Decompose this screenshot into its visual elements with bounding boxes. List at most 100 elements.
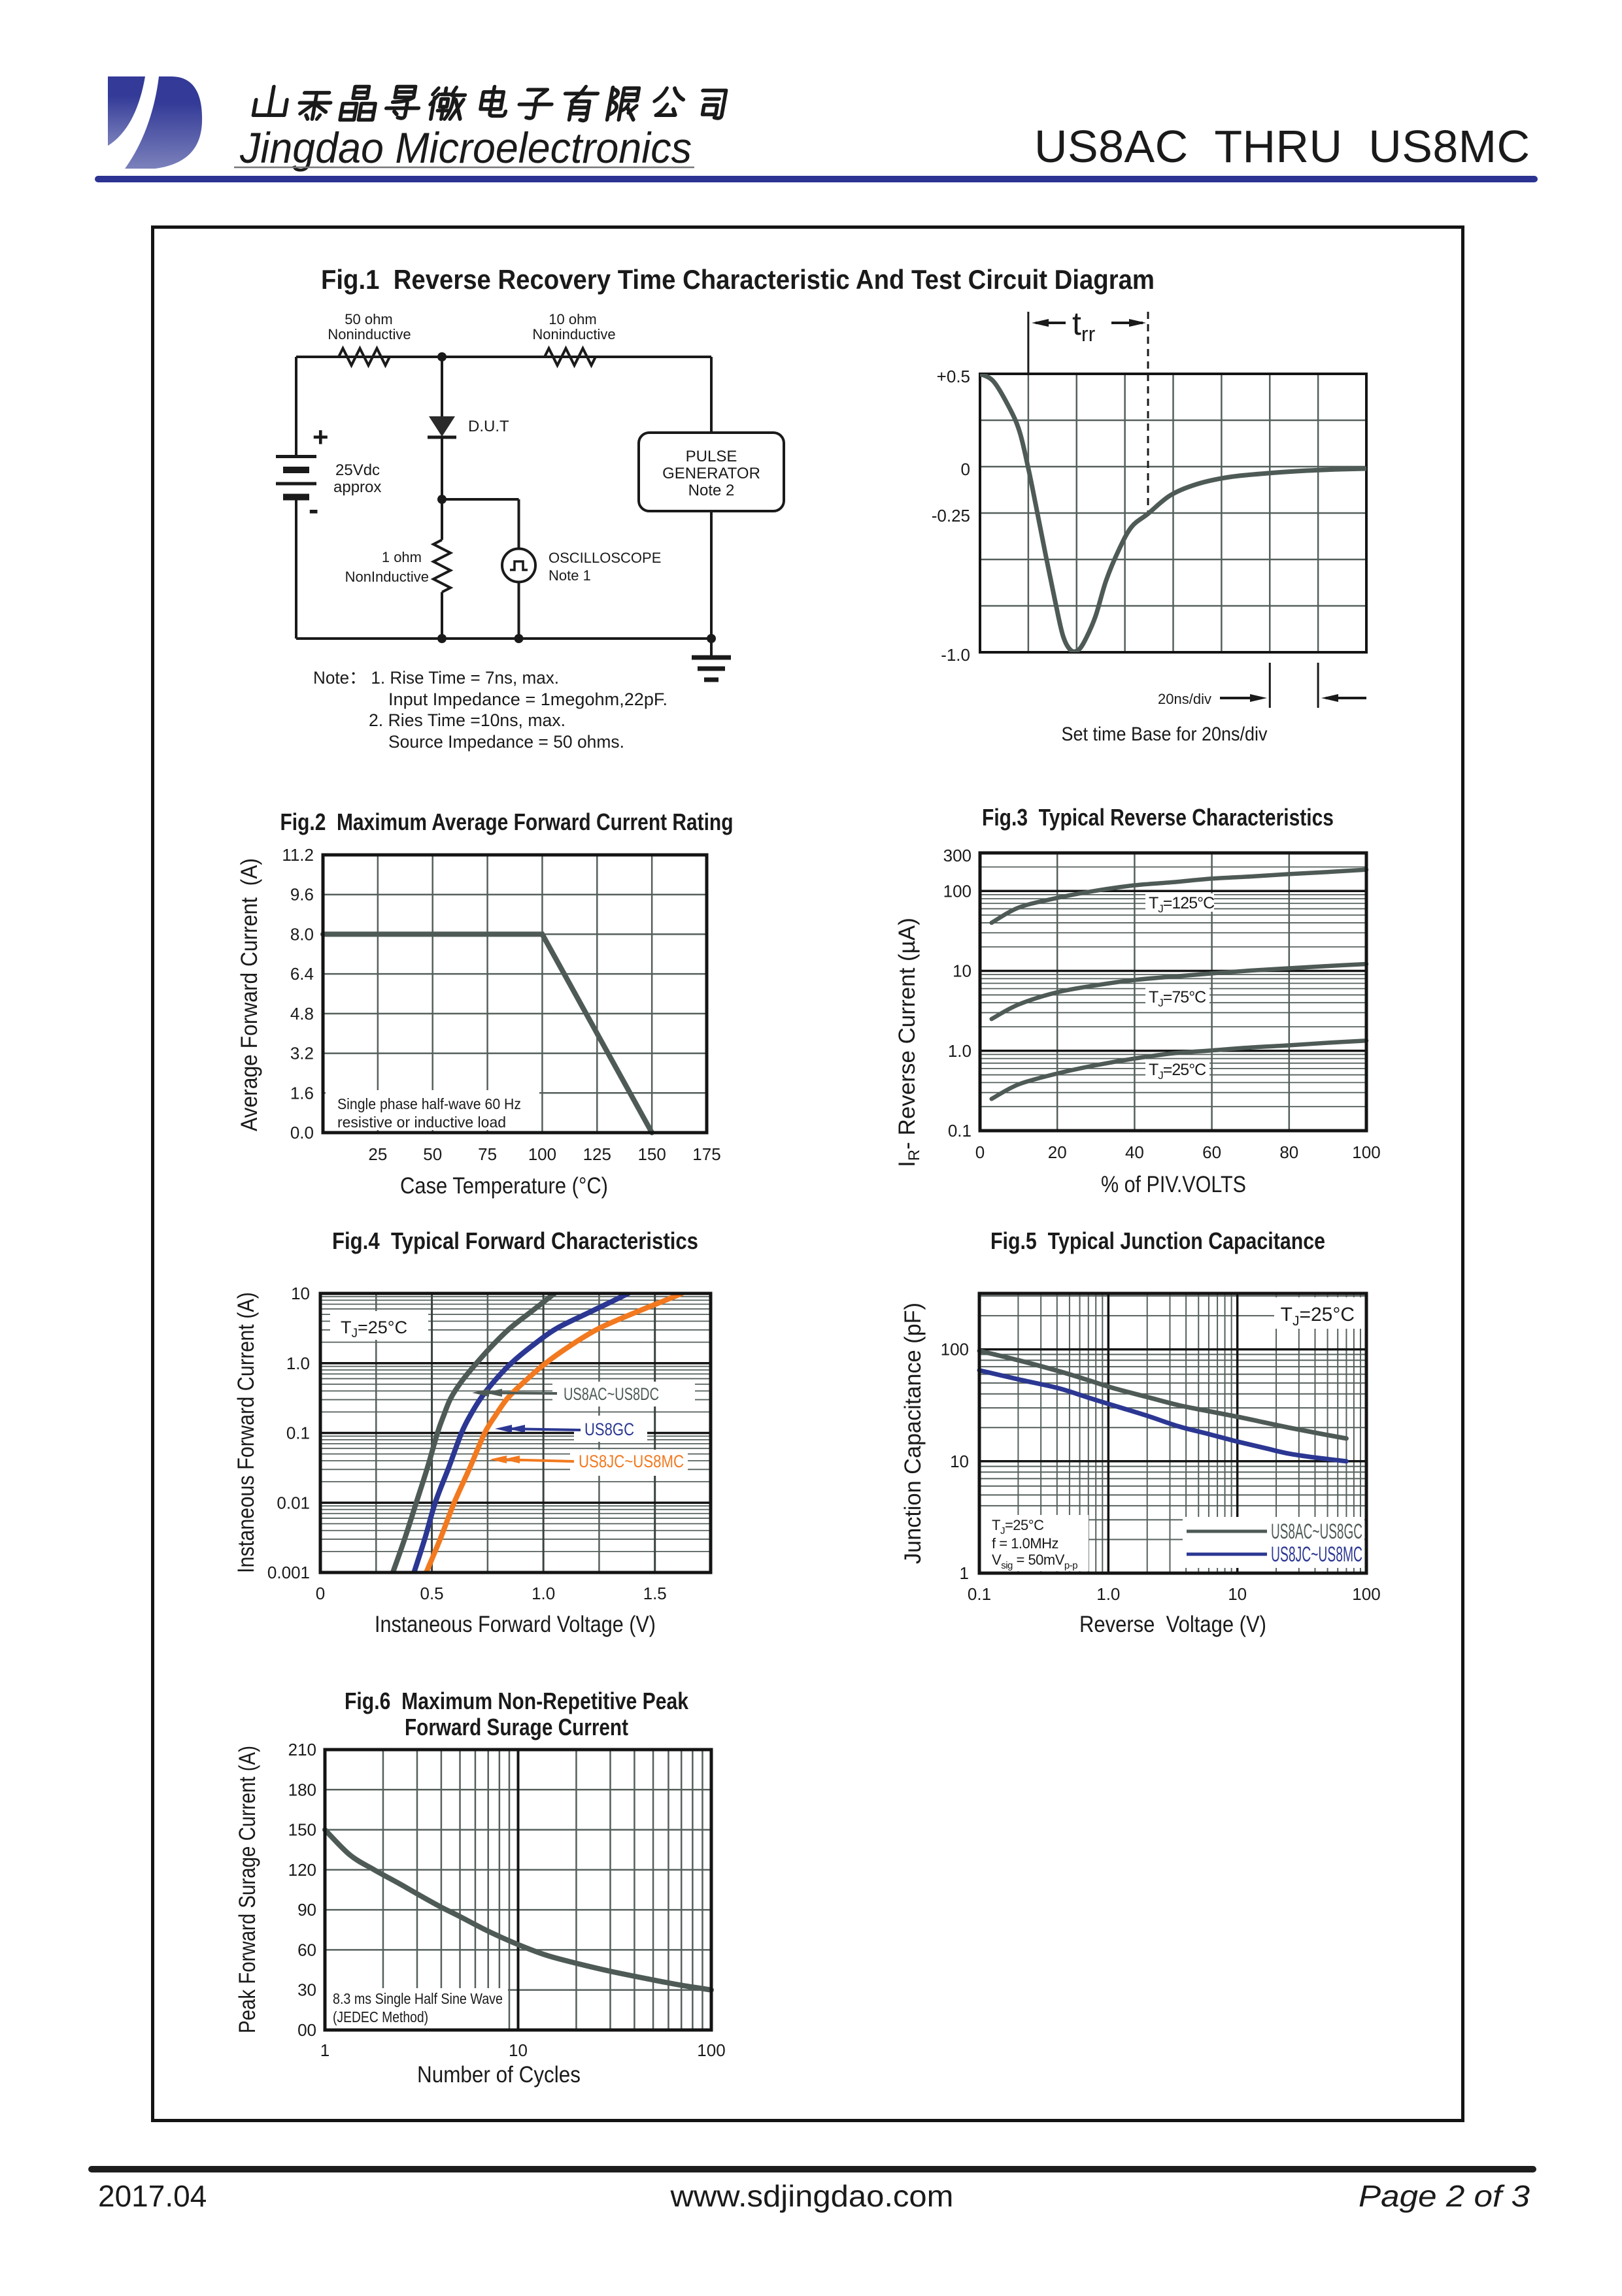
svg-text:US8GC: US8GC [584, 1420, 634, 1439]
svg-text:1.0: 1.0 [532, 1584, 555, 1603]
svg-text:Noninductive: Noninductive [328, 326, 411, 342]
svg-text:TJ=25°C: TJ=25°C [341, 1318, 407, 1340]
svg-text:-: - [309, 492, 318, 526]
svg-text:0.1: 0.1 [948, 1121, 972, 1140]
svg-text:US8JC~US8MC: US8JC~US8MC [579, 1452, 684, 1471]
svg-text:100: 100 [941, 1340, 969, 1359]
svg-text:210: 210 [288, 1740, 316, 1759]
svg-text:US8AC THRU US8MC: US8AC THRU US8MC [1034, 121, 1530, 172]
svg-text:0.1: 0.1 [968, 1584, 991, 1604]
svg-text:Single phase half-wave 60 Hz: Single phase half-wave 60 Hz [337, 1095, 521, 1112]
svg-text:resistive or inductive load: resistive or inductive load [337, 1114, 506, 1131]
svg-text:www.sdjingdao.com: www.sdjingdao.com [669, 2179, 953, 2213]
svg-text:0: 0 [975, 1142, 985, 1162]
svg-text:PULSE: PULSE [686, 448, 737, 465]
svg-text:4.8: 4.8 [290, 1004, 314, 1023]
svg-text:100: 100 [1352, 1584, 1380, 1604]
svg-text:TJ=125°C: TJ=125°C [1149, 894, 1215, 915]
svg-text:180: 180 [288, 1780, 316, 1799]
svg-text:25Vdc: 25Vdc [335, 461, 380, 479]
svg-text:1.0: 1.0 [948, 1041, 972, 1061]
svg-text:Peak Forward Surage Current (A: Peak Forward Surage Current (A) [235, 1746, 260, 2033]
svg-text:TJ=75°C: TJ=75°C [1149, 988, 1206, 1009]
svg-text:Source Impedance = 50 ohms.: Source Impedance = 50 ohms. [388, 732, 624, 752]
svg-text:50 ohm: 50 ohm [345, 311, 392, 327]
svg-text:Note 1: Note 1 [549, 567, 591, 584]
svg-text:Note 2: Note 2 [688, 482, 735, 499]
svg-text:10: 10 [953, 961, 972, 981]
svg-text:11.2: 11.2 [282, 845, 314, 865]
svg-text:Junction Capacitance (pF): Junction Capacitance (pF) [900, 1303, 926, 1564]
svg-text:8.3 ms Single Half Sine Wave: 8.3 ms Single Half Sine Wave [333, 1990, 503, 2007]
svg-text:TJ=25°C: TJ=25°C [1149, 1061, 1206, 1082]
svg-text:100: 100 [697, 2040, 725, 2060]
svg-text:US8AC~US8DC: US8AC~US8DC [564, 1384, 659, 1404]
svg-text:-0.25: -0.25 [932, 506, 970, 525]
svg-text:Fig.6 Maximum Non-Repetitive: Fig.6 Maximum Non-Repetitive Peak [345, 1688, 689, 1714]
svg-text:6.4: 6.4 [290, 964, 314, 984]
svg-text:Input Impedance = 1megohm,22pF: Input Impedance = 1megohm,22pF. [388, 690, 667, 709]
svg-text:Case Temperature (°C): Case Temperature (°C) [400, 1173, 608, 1199]
svg-text:-1.0: -1.0 [941, 645, 970, 665]
svg-text:Jingdao Microelectronics: Jingdao Microelectronics [239, 124, 692, 172]
svg-text:Number of Cycles: Number of Cycles [417, 2062, 581, 2088]
svg-text:0.1: 0.1 [286, 1423, 310, 1443]
svg-text:125: 125 [583, 1144, 611, 1164]
svg-text:Forward Surage Current: Forward Surage Current [405, 1714, 628, 1740]
svg-text:10: 10 [509, 2040, 528, 2060]
svg-text:Fig.5 Typical Junction Capaci: Fig.5 Typical Junction Capacitance [990, 1227, 1325, 1254]
svg-text:10: 10 [291, 1284, 310, 1303]
svg-text:100: 100 [943, 881, 972, 901]
svg-text:60: 60 [297, 1940, 316, 1959]
svg-text:Fig.4 Typical Forward Charact: Fig.4 Typical Forward Characteristics [332, 1227, 698, 1254]
svg-text:0.0: 0.0 [290, 1123, 314, 1142]
svg-text:Page 2 of 3: Page 2 of 3 [1359, 2179, 1530, 2213]
svg-text:60: 60 [1202, 1142, 1221, 1162]
svg-text:Instaneous Forward Voltage (V): Instaneous Forward Voltage (V) [375, 1612, 656, 1637]
svg-text:80: 80 [1279, 1142, 1298, 1162]
svg-text:100: 100 [1352, 1142, 1380, 1162]
svg-text:US8AC~US8GC: US8AC~US8GC [1271, 1520, 1362, 1543]
svg-text:25: 25 [368, 1144, 387, 1164]
svg-text:2017.04: 2017.04 [98, 2179, 207, 2213]
svg-text:(JEDEC Method): (JEDEC Method) [333, 2008, 428, 2025]
svg-text:Fig.2 Maximum Average Forward: Fig.2 Maximum Average Forward Current Ra… [280, 808, 734, 835]
svg-text:Fig.1 Reverse Recovery Time C: Fig.1 Reverse Recovery Time Characterist… [321, 264, 1155, 295]
svg-text:Average Forward Current (A): Average Forward Current (A) [237, 858, 262, 1131]
svg-text:0.5: 0.5 [420, 1584, 443, 1603]
svg-text:1 ohm: 1 ohm [382, 549, 422, 565]
svg-text:75: 75 [478, 1144, 497, 1164]
svg-text:40: 40 [1125, 1142, 1144, 1162]
svg-text:Set time Base for 20ns/div: Set time Base for 20ns/div [1062, 724, 1268, 745]
svg-text:Reverse Voltage (V): Reverse Voltage (V) [1079, 1612, 1266, 1637]
svg-text:TJ=25°C: TJ=25°C [1281, 1304, 1355, 1329]
svg-text:Note： 1. Rise Time = 7ns, max.: Note： 1. Rise Time = 7ns, max. [313, 668, 559, 688]
svg-text:GENERATOR: GENERATOR [662, 465, 760, 482]
svg-text:% of PIV.VOLTS: % of PIV.VOLTS [1101, 1172, 1246, 1197]
svg-text:1.5: 1.5 [643, 1584, 667, 1603]
svg-text:50: 50 [423, 1144, 442, 1164]
svg-text:Fig.3 Typical Reverse Charact: Fig.3 Typical Reverse Characteristics [982, 804, 1334, 831]
svg-text:9.6: 9.6 [290, 885, 314, 905]
svg-text:+: + [313, 422, 329, 452]
svg-text:NonInductive: NonInductive [345, 569, 429, 585]
svg-text:150: 150 [288, 1820, 316, 1840]
svg-text:f = 1.0MHz: f = 1.0MHz [992, 1535, 1058, 1552]
svg-text:IR- Reverse Current (µA): IR- Reverse Current (µA) [894, 918, 923, 1167]
svg-text:0: 0 [961, 459, 970, 479]
svg-text:Instaneous Forward Current (A): Instaneous Forward Current (A) [233, 1292, 259, 1573]
svg-text:2. Ries Time =10ns, max.: 2. Ries Time =10ns, max. [369, 710, 566, 730]
svg-text:100: 100 [528, 1144, 556, 1164]
svg-text:1.6: 1.6 [290, 1083, 314, 1103]
svg-text:150: 150 [637, 1144, 666, 1164]
svg-text:00: 00 [297, 2020, 316, 2040]
svg-text:10: 10 [1228, 1584, 1247, 1604]
svg-text:10 ohm: 10 ohm [549, 311, 596, 327]
svg-text:Noninductive: Noninductive [532, 326, 615, 342]
svg-text:8.0: 8.0 [290, 924, 314, 944]
svg-text:10: 10 [950, 1452, 969, 1471]
svg-text:OSCILLOSCOPE: OSCILLOSCOPE [549, 550, 661, 566]
svg-text:175: 175 [692, 1144, 720, 1164]
svg-text:300: 300 [943, 846, 972, 865]
svg-text:+0.5: +0.5 [937, 367, 970, 386]
